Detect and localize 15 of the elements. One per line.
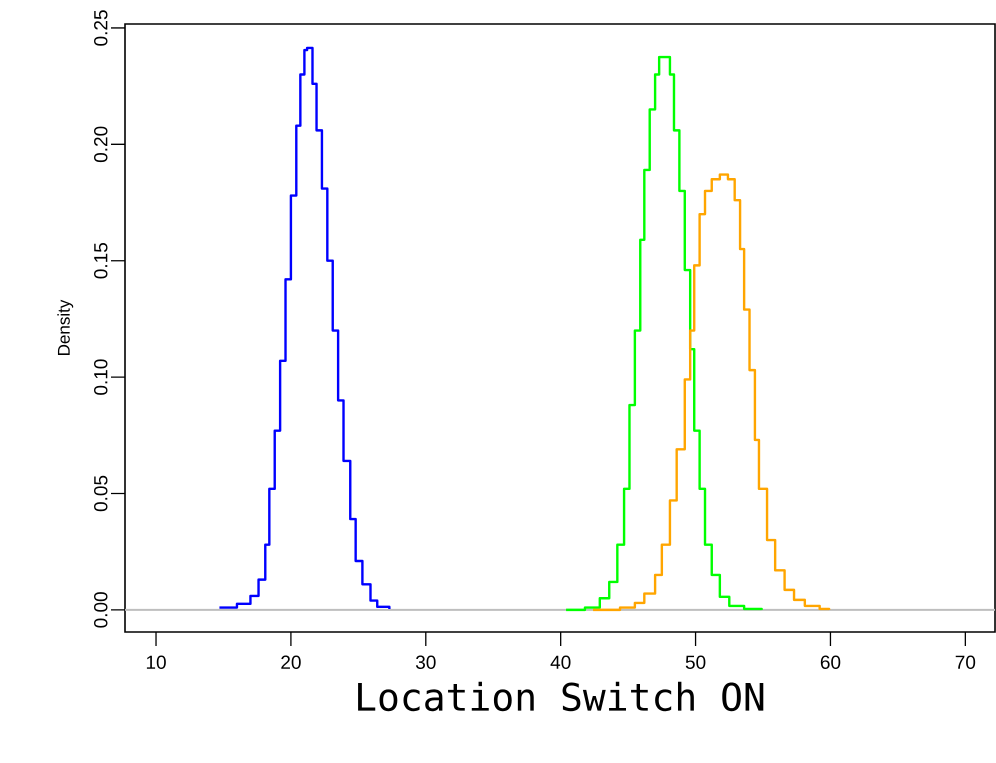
y-tick-label: 0.20	[94, 126, 108, 162]
x-tick-label: 10	[146, 656, 166, 669]
x-axis-title: Location Switch ON	[358, 682, 764, 712]
y-tick-label: 0.25	[94, 10, 108, 46]
x-tick-label: 60	[820, 656, 840, 669]
x-tick-label: 30	[416, 656, 436, 669]
y-tick-label: 0.15	[94, 243, 108, 278]
x-tick-label: 20	[281, 656, 301, 669]
x-tick-label: 70	[956, 656, 976, 669]
y-tick-label: 0.00	[94, 592, 108, 628]
y-tick-label: 0.05	[94, 476, 108, 512]
y-axis-title: Density	[57, 300, 74, 355]
x-tick-label: 50	[686, 656, 706, 669]
x-tick-label: 40	[550, 656, 571, 669]
y-tick-label: 0.10	[94, 359, 108, 395]
